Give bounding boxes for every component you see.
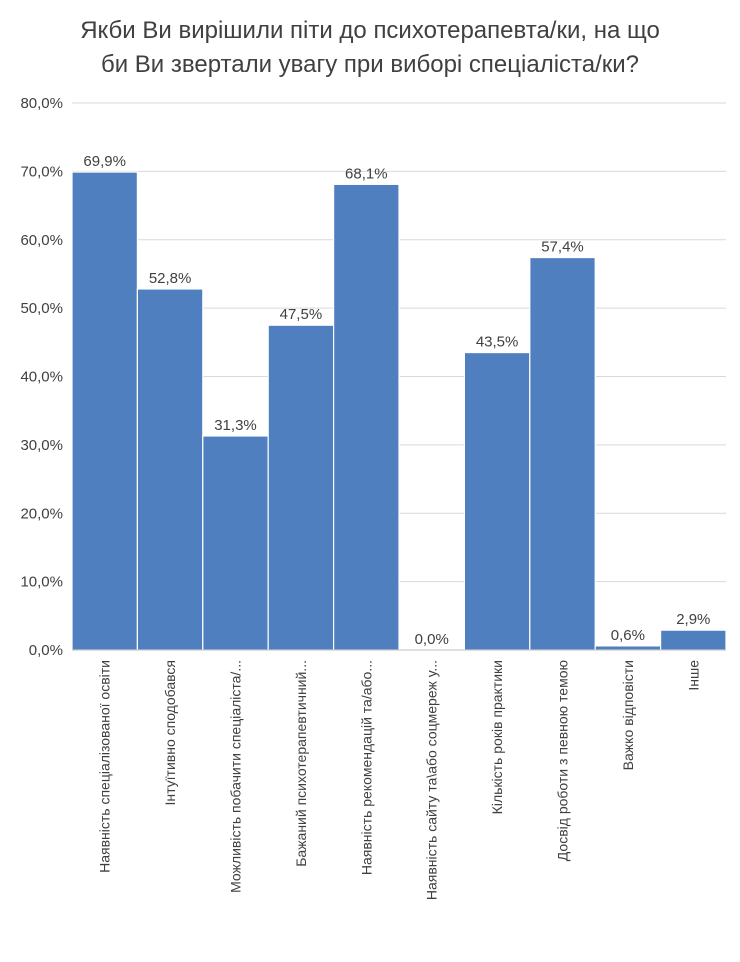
bar <box>267 324 335 651</box>
bar <box>463 351 531 651</box>
y-axis-ticks: 0,0% 10,0% 20,0% 30,0% 40,0% 50,0% 60,0% 70,0% 8… <box>20 95 63 659</box>
y-tick-label: 50,0% <box>20 300 63 317</box>
data-label: 68,1% <box>345 165 388 182</box>
data-label: 69,9% <box>83 153 126 170</box>
bar <box>136 288 204 651</box>
category-label: Бажаний психотерапевтичний... <box>293 660 309 867</box>
bar <box>71 171 139 651</box>
bar <box>659 629 727 651</box>
y-tick-label: 60,0% <box>20 232 63 249</box>
y-tick-label: 20,0% <box>20 505 63 522</box>
y-tick-label: 30,0% <box>20 437 63 454</box>
category-label: Досвід роботи з певною темою <box>555 660 571 861</box>
data-label: 2,9% <box>676 611 710 628</box>
data-label: 43,5% <box>476 334 519 351</box>
y-tick-label: 70,0% <box>20 163 63 180</box>
chart-title-line-1: Якби Ви вирішили піти до психотерапевта/… <box>80 17 660 44</box>
y-tick-label: 0,0% <box>29 642 63 659</box>
bar <box>333 183 400 651</box>
category-label: Інтуїтивно сподобався <box>162 660 178 806</box>
data-label: 31,3% <box>214 417 257 434</box>
bar <box>594 645 662 651</box>
category-labels: Наявність спеціалізованої освіти Інтуїтив… <box>97 660 702 900</box>
y-tick-label: 10,0% <box>20 574 63 591</box>
y-tick-label: 40,0% <box>20 369 63 386</box>
data-label: 52,8% <box>149 270 192 287</box>
category-label: Кількість років практики <box>489 660 505 814</box>
data-label: 0,0% <box>415 631 449 648</box>
category-label: Інше <box>685 660 701 691</box>
category-label: Наявність рекомендацій та/або... <box>358 660 374 875</box>
chart-title: Якби Ви вирішили піти до психотерапевта/… <box>0 14 740 82</box>
bar <box>529 256 596 651</box>
data-label: 57,4% <box>541 239 584 256</box>
data-label: 0,6% <box>611 627 645 644</box>
data-label: 47,5% <box>280 306 323 323</box>
data-labels: 69,9% 52,8% 31,3% 47,5% 68,1% 0,0% 43,5% 57,4% 0… <box>83 153 710 648</box>
chart-title-line-2: би Ви звертали увагу при виборі спеціалі… <box>100 51 640 78</box>
category-label: Можливість побачити спеціаліста/... <box>228 660 244 893</box>
bars <box>71 171 727 651</box>
category-label: Наявність спеціалізованої освіти <box>97 660 113 873</box>
category-label: Наявність сайту та\або соцмереж у... <box>424 660 440 900</box>
bar <box>202 435 269 651</box>
y-tick-label: 80,0% <box>20 95 63 112</box>
category-label: Важко відповісти <box>620 660 636 770</box>
